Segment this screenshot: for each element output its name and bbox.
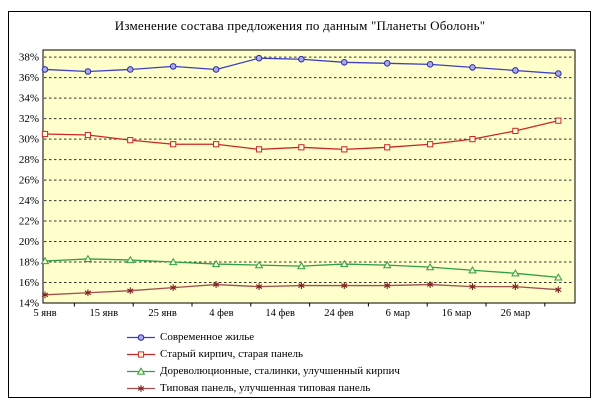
legend-marker-circle-icon: [127, 334, 155, 341]
y-axis-tick-label: 30%: [19, 134, 39, 146]
data-point-marker-triangle-icon: [468, 266, 477, 274]
data-point-marker-star-icon: [384, 282, 391, 289]
data-point-marker-triangle-icon: [125, 255, 135, 264]
data-point-marker-triangle-icon: [168, 257, 178, 266]
data-point-marker-triangle-icon: [340, 259, 349, 268]
data-point-marker-triangle-icon: [136, 367, 146, 375]
legend: Современное жилье Старый кирпич, старая п…: [127, 329, 400, 397]
chart-title: Изменение состава предложения по данным …: [114, 18, 486, 33]
data-point-marker-star-icon: [341, 282, 348, 289]
x-axis-tick-label: 26 мар: [501, 308, 531, 319]
data-point-marker-square-icon: [41, 130, 49, 138]
data-point-marker-circle-icon: [426, 61, 434, 68]
legend-label: Старый кирпич, старая панель: [160, 348, 304, 360]
x-axis-tick-label: 5 янв: [33, 308, 56, 319]
data-point-marker-star-icon: [555, 286, 562, 294]
data-point-marker-star-icon: [212, 281, 220, 288]
y-axis-tick-label: 32%: [19, 113, 39, 125]
data-point-marker-triangle-icon: [297, 261, 306, 270]
data-point-marker-circle-icon: [84, 68, 92, 75]
x-axis-tick-label: 4 фев: [209, 308, 233, 319]
data-point-marker-square-icon: [555, 117, 562, 124]
x-axis-tick-label: 25 янв: [148, 308, 177, 319]
legend-item-0: Современное жилье: [127, 329, 400, 346]
legend-marker-square-icon: [127, 351, 155, 358]
legend-marker-star-icon: [127, 385, 155, 392]
legend-label: Современное жилье: [160, 331, 255, 343]
y-axis-tick-label: 22%: [19, 216, 39, 228]
data-point-marker-triangle-icon: [211, 259, 221, 268]
data-point-marker-circle-icon: [555, 70, 562, 77]
data-point-marker-square-icon: [84, 131, 92, 139]
data-point-marker-circle-icon: [512, 67, 519, 74]
data-point-marker-triangle-icon: [83, 254, 93, 263]
x-axis-tick-label: 15 янв: [90, 308, 119, 319]
data-point-marker-triangle-icon: [511, 269, 520, 277]
data-point-marker-square-icon: [127, 137, 134, 144]
data-point-marker-circle-icon: [137, 334, 145, 341]
y-axis-tick-label: 36%: [19, 72, 39, 84]
data-point-marker-triangle-icon: [554, 273, 563, 281]
data-point-marker-circle-icon: [340, 58, 348, 66]
data-point-marker-star-icon: [127, 287, 134, 295]
data-point-marker-star-icon: [512, 283, 519, 291]
data-point-marker-star-icon: [169, 284, 177, 292]
data-point-marker-star-icon: [255, 283, 263, 291]
data-point-marker-star-icon: [41, 291, 49, 299]
data-point-marker-circle-icon: [469, 64, 476, 71]
legend-item-1: Старый кирпич, старая панель: [127, 346, 400, 363]
y-axis-tick-label: 26%: [19, 175, 39, 187]
data-point-marker-star-icon: [469, 283, 476, 291]
x-axis-tick-label: 24 фев: [324, 308, 354, 319]
data-point-marker-square-icon: [512, 127, 519, 135]
data-point-marker-star-icon: [137, 385, 145, 392]
data-point-marker-circle-icon: [383, 60, 391, 67]
data-point-marker-square-icon: [427, 141, 434, 148]
y-axis-tick-label: 20%: [19, 236, 39, 248]
y-axis-tick-label: 16%: [19, 277, 39, 289]
data-point-marker-square-icon: [298, 144, 305, 151]
y-axis-tick-label: 18%: [19, 257, 39, 269]
data-point-marker-circle-icon: [169, 63, 177, 70]
data-point-marker-circle-icon: [126, 66, 134, 73]
legend-item-3: Типовая панель, улучшенная типовая панел…: [127, 380, 400, 397]
data-point-marker-triangle-icon: [382, 260, 392, 269]
legend-marker-triangle-icon: [127, 367, 155, 375]
y-axis-tick-label: 34%: [19, 93, 39, 105]
legend-label: Типовая панель, улучшенная типовая панел…: [160, 382, 371, 394]
data-point-marker-triangle-icon: [254, 260, 264, 269]
y-axis-tick-label: 28%: [19, 154, 39, 166]
data-point-marker-square-icon: [341, 146, 348, 153]
data-point-marker-triangle-icon: [40, 256, 50, 265]
data-point-marker-triangle-icon: [425, 262, 435, 271]
data-point-marker-star-icon: [298, 282, 305, 289]
data-point-marker-square-icon: [137, 351, 145, 358]
y-axis-tick-label: 14%: [19, 298, 39, 310]
plot-area: [42, 49, 576, 304]
data-point-marker-circle-icon: [298, 55, 305, 63]
data-point-marker-square-icon: [255, 146, 263, 153]
data-point-marker-star-icon: [84, 289, 92, 297]
data-point-marker-square-icon: [213, 141, 220, 148]
x-axis-tick-label: 14 фев: [265, 308, 295, 319]
data-point-marker-circle-icon: [41, 66, 49, 73]
y-axis-tick-label: 38%: [19, 52, 39, 64]
data-point-marker-circle-icon: [212, 66, 220, 73]
x-axis-tick-label: 16 мар: [442, 308, 472, 319]
x-axis-tick-label: 6 мар: [386, 308, 410, 319]
data-point-marker-square-icon: [384, 144, 391, 151]
y-axis-tick-label: 24%: [19, 195, 39, 207]
data-point-marker-square-icon: [469, 136, 476, 143]
data-point-marker-star-icon: [426, 281, 434, 288]
data-point-marker-square-icon: [170, 141, 177, 148]
legend-item-2: Дореволюционные, сталинки, улучшенный ки…: [127, 363, 400, 380]
data-point-marker-circle-icon: [255, 54, 263, 62]
legend-label: Дореволюционные, сталинки, улучшенный ки…: [160, 365, 400, 377]
